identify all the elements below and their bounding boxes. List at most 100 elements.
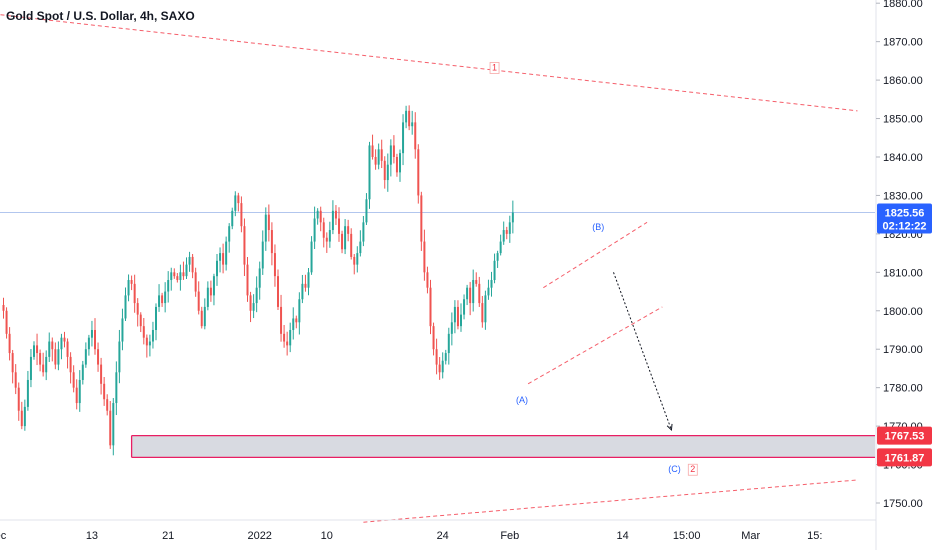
candle-body	[66, 341, 69, 357]
candle	[136, 298, 139, 327]
candle-body	[36, 345, 39, 354]
candle-body	[316, 210, 319, 219]
candle-body	[179, 272, 182, 281]
candle	[188, 251, 191, 272]
x-axis[interactable]: ec 13 21 2022 10 24 Feb 14 15:00 Mar 15:	[0, 519, 876, 542]
candle-body	[48, 341, 51, 357]
candle-body	[365, 199, 368, 223]
trendline-lower-support[interactable]	[363, 479, 858, 523]
candle	[402, 114, 405, 166]
wave-label-C: (C)	[668, 464, 681, 474]
candle-body	[417, 149, 420, 196]
candle	[411, 110, 414, 135]
candle-body	[469, 287, 472, 304]
candle-body	[155, 306, 157, 330]
candle	[377, 143, 380, 170]
candle-body	[23, 406, 26, 427]
candle	[78, 370, 81, 412]
candle-body	[310, 241, 313, 273]
candle	[389, 139, 392, 177]
candle	[356, 246, 359, 273]
wave-label-box	[489, 62, 500, 74]
candle	[499, 234, 502, 256]
candle	[292, 307, 295, 340]
candle-body	[368, 145, 371, 200]
candle-body	[209, 287, 212, 296]
candle	[130, 275, 133, 291]
candle-body	[94, 329, 96, 350]
demand-zone-layer	[130, 434, 876, 459]
y-tick-label: 1850.00	[883, 114, 923, 126]
candle-body	[444, 353, 447, 361]
candle	[423, 229, 426, 281]
candle	[334, 205, 337, 225]
candle	[234, 191, 237, 217]
candle-body	[90, 329, 93, 338]
candle-body	[319, 210, 322, 223]
candle-body	[423, 241, 426, 273]
candle	[374, 149, 377, 170]
candle-body	[164, 291, 167, 304]
candle	[277, 269, 279, 310]
candle	[270, 222, 273, 266]
candle-body	[456, 306, 459, 327]
candle-body	[84, 349, 87, 365]
candle-body	[252, 303, 255, 311]
trendline-upper-resistance[interactable]	[0, 14, 858, 112]
candle-body	[212, 276, 215, 296]
y-tick-label: 1880.00	[883, 0, 923, 10]
candle-body	[270, 230, 273, 254]
candle	[362, 215, 365, 247]
candle-body	[356, 253, 359, 265]
candle-body	[161, 295, 164, 304]
candle-body	[280, 306, 283, 334]
candle	[502, 221, 505, 245]
candle-body	[508, 222, 511, 234]
candle	[347, 219, 350, 242]
trendline-channel-top[interactable]	[543, 221, 648, 289]
candle	[167, 271, 170, 303]
candle	[447, 327, 450, 365]
candle	[106, 394, 109, 416]
candle	[264, 207, 267, 251]
candle	[435, 338, 438, 375]
candle	[289, 322, 292, 353]
candle	[2, 297, 5, 319]
candle-body	[176, 276, 179, 281]
candle	[371, 134, 374, 160]
trendline-channel-bottom[interactable]	[527, 306, 663, 385]
candle	[490, 271, 493, 297]
wave-label-box	[687, 463, 698, 476]
candle	[148, 334, 151, 357]
candle	[97, 342, 100, 372]
candle-body	[511, 212, 514, 223]
candle	[100, 357, 103, 395]
candle-body	[392, 145, 395, 157]
candle	[48, 332, 51, 363]
candle	[20, 401, 23, 430]
candle	[54, 342, 57, 370]
candle-body	[139, 314, 142, 327]
candle	[331, 200, 334, 235]
candle-body	[395, 156, 398, 173]
candle-body	[173, 272, 176, 277]
candle	[29, 348, 32, 388]
x-tick-label: Feb	[500, 530, 519, 542]
candle-body	[496, 253, 499, 261]
candle	[176, 273, 179, 283]
demand-zone[interactable]	[131, 435, 876, 458]
candle-body	[331, 210, 334, 231]
candle-body	[112, 403, 115, 446]
candle-body	[273, 253, 276, 277]
candle-body	[475, 280, 478, 284]
candle-body	[72, 372, 75, 388]
candle-body	[158, 295, 161, 307]
candle-body	[313, 218, 316, 242]
candle	[298, 292, 301, 335]
y-axis[interactable]: 1750.001760.001770.001780.001790.001800.…	[875, 0, 923, 550]
projection-arrow-line[interactable]	[613, 272, 672, 431]
candle	[426, 266, 429, 294]
x-tick-label: 15:	[807, 530, 822, 542]
